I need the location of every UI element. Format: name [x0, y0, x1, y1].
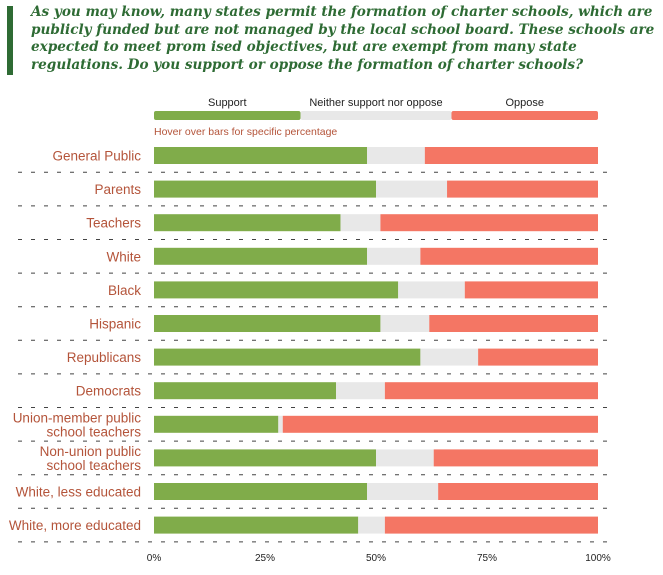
bar-support[interactable] [154, 483, 368, 500]
x-tick-label: 0% [147, 553, 162, 564]
legend-support-label: Support [208, 97, 247, 109]
bar-oppose[interactable] [429, 315, 598, 332]
bar-support[interactable] [154, 247, 368, 265]
bar-support[interactable] [154, 382, 337, 400]
bar-neither[interactable] [367, 147, 425, 164]
bar-support[interactable] [154, 147, 368, 164]
bar-oppose[interactable] [424, 147, 598, 164]
bar-oppose[interactable] [478, 348, 598, 366]
x-tick-label: 75% [477, 553, 497, 564]
bar-neither[interactable] [398, 281, 465, 299]
bar-oppose[interactable] [464, 281, 598, 299]
question-accent-bar [7, 6, 13, 75]
category-label: Black [108, 283, 141, 298]
bar-support[interactable] [154, 214, 341, 232]
bar-support[interactable] [154, 516, 359, 534]
category-label: General Public [52, 149, 141, 164]
bar-oppose[interactable] [420, 247, 598, 265]
bar-neither[interactable] [278, 415, 283, 433]
bar-support[interactable] [154, 180, 376, 198]
category-label: Non-union public school teachers [40, 444, 142, 473]
legend-support-swatch [154, 111, 301, 120]
bar-support[interactable] [154, 348, 421, 366]
category-label: Parents [94, 182, 141, 197]
bar-support[interactable] [154, 281, 399, 299]
x-tick-label: 50% [366, 553, 386, 564]
legend-neither-label: Neither support nor oppose [309, 97, 442, 109]
legend-oppose-swatch [451, 111, 598, 120]
legend-neither-swatch [300, 111, 452, 120]
category-label: Union-member public school teachers [13, 410, 142, 439]
bar-oppose[interactable] [438, 483, 598, 500]
bar-neither[interactable] [376, 449, 434, 467]
category-label: White, less educated [16, 485, 141, 500]
bar-neither[interactable] [420, 348, 479, 366]
category-label: White, more educated [9, 518, 141, 533]
bar-support[interactable] [154, 415, 279, 433]
bar-neither[interactable] [367, 483, 439, 500]
category-label: Republicans [67, 350, 142, 365]
bar-neither[interactable] [367, 247, 421, 265]
bar-neither[interactable] [336, 382, 385, 400]
category-label: Teachers [86, 216, 141, 231]
category-label: Hispanic [89, 317, 141, 332]
bar-oppose[interactable] [433, 449, 598, 467]
bar-oppose[interactable] [380, 214, 598, 232]
hover-hint: Hover over bars for specific percentage [154, 126, 337, 138]
bar-neither[interactable] [376, 180, 448, 198]
bar-oppose[interactable] [384, 382, 598, 400]
bar-oppose[interactable] [447, 180, 598, 198]
bar-neither[interactable] [340, 214, 381, 232]
x-tick-label: 25% [255, 553, 275, 564]
bar-oppose[interactable] [384, 516, 598, 534]
category-label: Democrats [76, 384, 142, 399]
bar-neither[interactable] [358, 516, 385, 534]
legend-oppose-label: Oppose [505, 97, 544, 109]
bar-oppose[interactable] [282, 415, 598, 433]
x-tick-label: 100% [585, 553, 611, 564]
bar-neither[interactable] [380, 315, 430, 332]
bar-support[interactable] [154, 449, 376, 467]
bar-support[interactable] [154, 315, 381, 332]
category-label: White [106, 249, 141, 264]
survey-question: As you may know, many states permit the … [31, 4, 655, 73]
